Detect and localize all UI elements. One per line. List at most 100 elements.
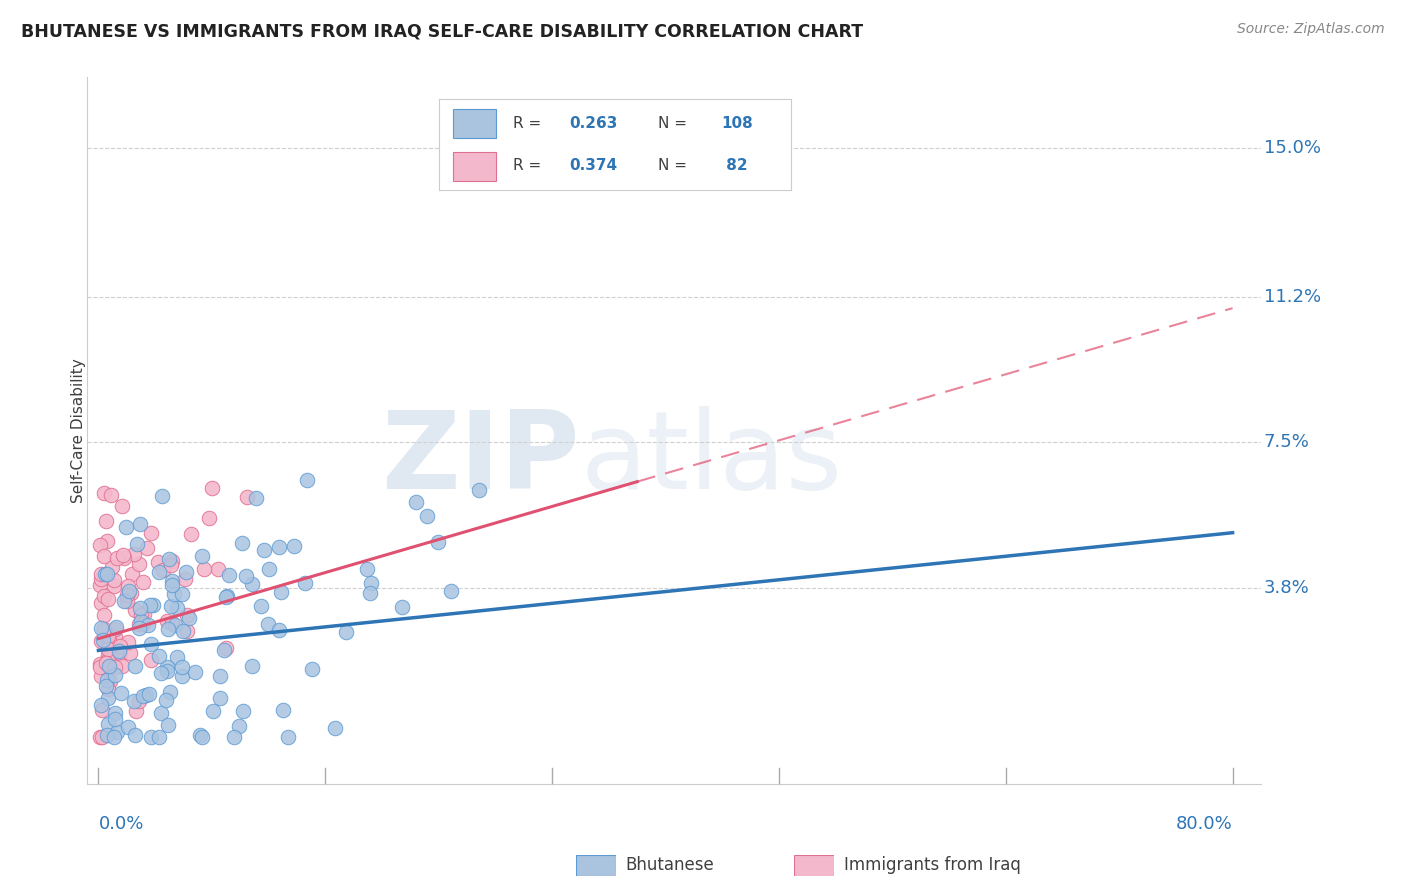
Point (104, 706, 127, 721)
Point (101, 645, 124, 659)
Point (160, 616, 183, 631)
Point (157, 718, 180, 732)
Point (114, 519, 136, 533)
Point (103, 579, 125, 593)
Point (131, 575, 153, 590)
Point (146, 555, 169, 569)
Point (104, 712, 127, 726)
Point (440, 583, 463, 598)
Point (177, 611, 200, 625)
Point (172, 660, 194, 674)
Point (427, 534, 450, 549)
Point (193, 562, 215, 576)
Text: ZIP: ZIP (381, 406, 581, 512)
Point (90, 669, 112, 683)
Point (122, 548, 145, 562)
Point (97, 659, 120, 673)
Point (235, 569, 257, 583)
Text: Immigrants from Iraq: Immigrants from Iraq (844, 856, 1021, 874)
Point (174, 565, 197, 579)
Text: 15.0%: 15.0% (1264, 139, 1320, 157)
Point (90, 634, 112, 648)
Point (215, 640, 238, 655)
Point (240, 658, 263, 673)
Text: 0.0%: 0.0% (98, 815, 143, 833)
Point (148, 565, 170, 579)
Point (201, 704, 224, 718)
Point (283, 539, 305, 553)
Point (166, 649, 188, 664)
Point (136, 618, 159, 632)
Point (98, 673, 121, 688)
Point (93, 549, 115, 563)
Point (163, 617, 186, 632)
Point (209, 668, 232, 682)
Point (129, 516, 152, 531)
Point (98, 659, 121, 673)
Point (115, 588, 138, 602)
Point (90, 566, 112, 581)
Point (103, 573, 125, 587)
Point (360, 576, 382, 591)
Point (166, 600, 188, 615)
Point (301, 662, 323, 676)
Point (112, 550, 135, 565)
Point (97, 653, 120, 667)
Point (160, 554, 183, 568)
Point (117, 720, 139, 734)
Point (141, 637, 163, 651)
Point (94, 514, 117, 528)
Point (105, 551, 128, 566)
Point (152, 563, 174, 577)
Point (90, 596, 112, 610)
Point (120, 586, 142, 600)
Point (93, 608, 115, 623)
Point (150, 489, 173, 503)
Point (222, 730, 245, 744)
Point (111, 548, 134, 562)
Point (89, 578, 111, 592)
Point (128, 621, 150, 635)
Point (103, 659, 125, 673)
Point (120, 646, 142, 660)
Point (108, 639, 131, 653)
Point (96, 566, 118, 581)
Point (97, 629, 120, 643)
Point (93, 486, 115, 500)
Point (150, 706, 173, 720)
Point (231, 535, 253, 549)
Point (405, 495, 427, 509)
Text: 3.8%: 3.8% (1264, 579, 1309, 597)
Text: BHUTANESE VS IMMIGRANTS FROM IRAQ SELF-CARE DISABILITY CORRELATION CHART: BHUTANESE VS IMMIGRANTS FROM IRAQ SELF-C… (21, 22, 863, 40)
Point (215, 590, 238, 604)
Point (138, 687, 160, 701)
Point (132, 689, 155, 703)
Point (180, 526, 202, 541)
Point (129, 601, 152, 615)
Point (157, 622, 180, 636)
Text: 11.2%: 11.2% (1264, 288, 1320, 306)
Point (132, 607, 155, 621)
Point (253, 542, 276, 557)
Point (191, 549, 214, 563)
Point (96, 591, 118, 606)
Point (97, 648, 120, 662)
Point (108, 644, 131, 658)
Point (89, 538, 111, 552)
Point (139, 599, 162, 613)
Text: Bhutanese: Bhutanese (626, 856, 714, 874)
Point (104, 631, 127, 645)
Point (117, 634, 139, 648)
Point (139, 653, 162, 667)
Point (184, 665, 207, 679)
Point (160, 558, 183, 573)
Point (335, 624, 357, 639)
Point (128, 557, 150, 571)
Point (128, 694, 150, 708)
Point (207, 562, 229, 576)
Point (94, 680, 117, 694)
Point (218, 568, 240, 582)
Point (156, 659, 179, 673)
Point (200, 481, 222, 495)
Point (240, 577, 263, 591)
